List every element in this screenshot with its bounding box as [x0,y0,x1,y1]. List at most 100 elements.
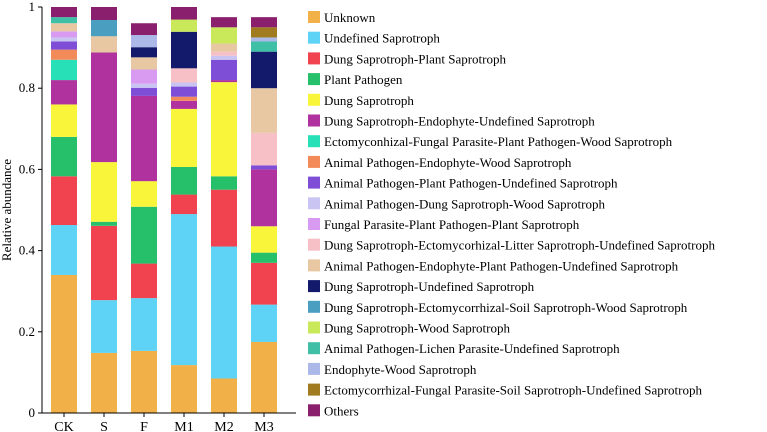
bar-segment-ck-19 [51,7,77,18]
bar-segment-s-19 [91,7,117,20]
legend-label-3: Plant Pathogen [324,72,403,87]
bar-segment-f-12 [131,57,157,70]
bar-segment-f-10 [131,69,157,84]
bar-segment-ck-6 [51,59,77,81]
bar-segment-ck-4 [51,104,77,137]
bar-segment-m1-0 [171,365,197,413]
bar-segment-m2-11 [211,51,237,56]
x-tick-label-ck: CK [54,420,73,432]
bar-segment-m3-16 [251,41,277,52]
legend-swatch-16 [308,342,320,355]
legend-swatch-14 [308,300,320,313]
bar-segment-f-0 [131,350,157,413]
legend-label-1: Undefined Saprotroph [324,31,440,46]
bar-segment-s-14 [91,19,117,37]
bar-segment-s-3 [91,221,117,226]
bar-segment-f-13 [131,47,157,58]
bar-segment-m1-1 [171,214,197,366]
bar-segment-m3-18 [251,27,277,38]
bar-segment-f-5 [131,95,157,182]
y-tick-label: 0.2 [19,324,35,339]
bar-segment-f-9 [131,83,157,88]
bars-group [51,7,277,413]
legend-swatch-15 [308,321,320,334]
x-tick-label-m1: M1 [174,420,193,432]
legend-label-11: Dung Saprotroph-Ectomycorhizal-Litter Sa… [324,238,715,253]
bar-segment-f-2 [131,263,157,299]
bar-segment-f-1 [131,298,157,351]
bar-segment-m2-2 [211,189,237,247]
bar-segment-m1-7 [171,96,197,101]
y-tick-label: 0 [29,405,36,420]
x-tick-label-m3: M3 [254,420,273,432]
bar-segment-ck-8 [51,41,77,50]
legend-label-13: Dung Saprotroph-Undefined Saprotroph [324,279,535,294]
bar-segment-m2-8 [211,59,237,81]
legend-label-19: Others [324,403,359,418]
y-tick-label: 0.6 [19,161,36,176]
legend-swatch-2 [308,52,320,65]
legend-swatch-10 [308,218,320,230]
axes-group [41,7,296,414]
legend-label-7: Animal Pathogen-Endophyte-Wood Saprotrop… [324,155,572,170]
bar-segment-m3-3 [251,252,277,263]
bar-segment-m2-3 [211,176,237,190]
legend-swatch-6 [308,135,320,148]
bar-segment-m1-19 [171,7,197,20]
legend-label-14: Dung Saprotroph-Ectomycorrhizal-Soil Sap… [324,300,688,315]
legend-label-16: Animal Pathogen-Lichen Parasite-Undefine… [324,341,620,356]
bar-segment-ck-7 [51,49,77,60]
bar-segment-m1-2 [171,194,197,215]
y-axis-label: Relative abundance [0,159,14,261]
legend-swatch-13 [308,280,320,293]
legend-swatch-11 [308,238,320,251]
legend-label-17: Endophyte-Wood Saprotroph [324,362,477,377]
bar-segment-ck-5 [51,80,77,105]
bar-segment-m3-8 [251,165,277,170]
bar-segment-m2-1 [211,246,237,379]
bar-segment-s-0 [91,352,117,413]
legend-label-8: Animal Pathogen-Plant Pathogen-Undefined… [324,176,618,191]
bar-segment-f-4 [131,181,157,207]
bar-segment-m1-3 [171,166,197,195]
bar-segment-m3-17 [251,37,277,42]
bar-segment-m3-4 [251,226,277,253]
bar-segment-m3-1 [251,304,277,342]
legend-swatch-18 [308,383,320,396]
bar-segment-ck-12 [51,23,77,32]
bar-segment-m2-4 [211,82,237,177]
bar-segment-m1-4 [171,108,197,167]
bar-segment-f-8 [131,87,157,96]
bar-segment-ck-9 [51,37,77,42]
bar-segment-f-3 [131,206,157,264]
legend-label-6: Ectomyconhizal-Fungal Parasite-Plant Pat… [324,134,673,149]
bar-segment-m3-0 [251,341,277,413]
bar-segment-s-12 [91,36,117,53]
bar-segment-m1-15 [171,19,197,32]
bar-segment-m2-9 [211,55,237,60]
bar-segment-ck-3 [51,136,77,177]
legend-label-5: Dung Saprotroph-Endophyte-Undefined Sapr… [324,114,595,129]
bar-segment-f-19 [131,23,157,36]
x-ticks-group: CK S F M1 M2 M3 [54,413,274,432]
legend-swatch-8 [308,176,320,189]
bar-segment-m1-5 [171,100,197,109]
legend-swatch-3 [308,73,320,86]
bar-segment-m3-13 [251,51,277,89]
legend-swatch-17 [308,362,320,375]
bar-segment-f-17 [131,35,157,48]
legend-label-12: Animal Pathogen-Endophyte-Plant Pathogen… [324,258,679,273]
y-ticks-group: 0 0.2 0.4 0.6 0.8 1 [19,0,42,420]
legend-label-10: Fungal Parasite-Plant Pathogen-Plant Sap… [324,217,580,232]
bar-segment-m3-11 [251,132,277,166]
legend-label-0: Unknown [324,10,376,25]
bar-segment-ck-10 [51,31,77,38]
bar-segment-m2-12 [211,43,237,52]
bar-segment-m2-15 [211,27,237,44]
bar-segment-m1-8 [171,86,197,97]
legend-label-15: Dung Saprotroph-Wood Saprotroph [324,321,510,336]
y-tick-label: 1 [29,0,36,14]
legend-swatch-0 [308,11,320,23]
y-tick-label: 0.4 [19,243,36,258]
